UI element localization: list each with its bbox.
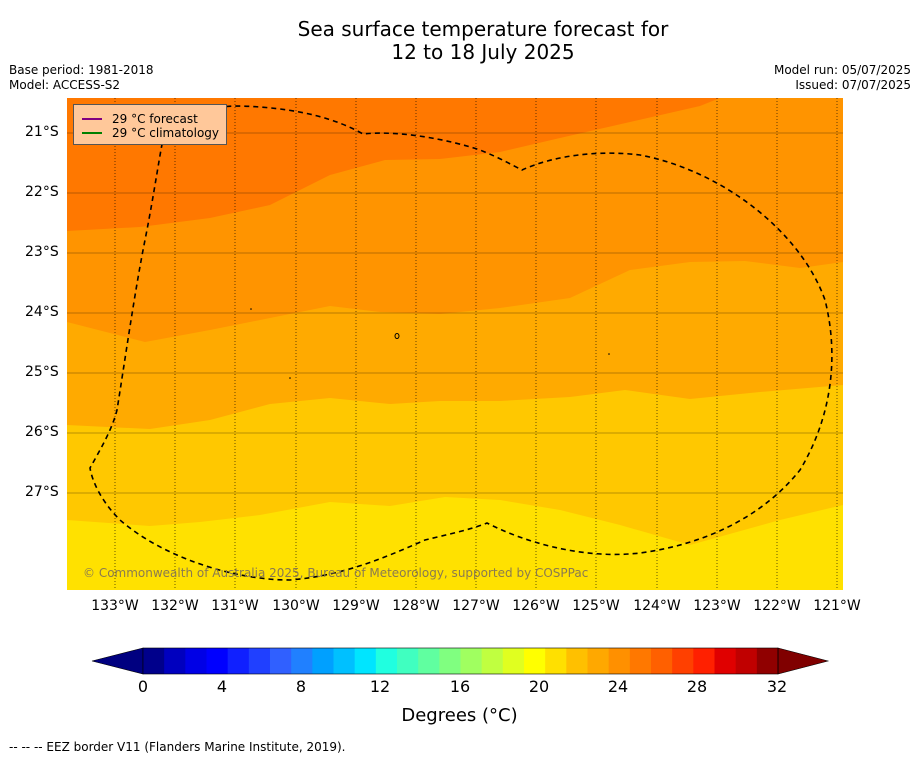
legend-forecast-label: 29 °C forecast: [112, 112, 198, 126]
colorbar-segment: [672, 648, 694, 674]
lat-label: 24°S: [25, 304, 59, 320]
lon-label: 127°W: [452, 598, 500, 614]
colorbar-segment: [545, 648, 567, 674]
colorbar-tick-label: 28: [686, 677, 708, 696]
lon-label: 126°W: [512, 598, 560, 614]
band-28c: [67, 98, 720, 231]
lon-label: 122°W: [753, 598, 801, 614]
lon-label: 121°W: [813, 598, 861, 614]
colorbar-segment: [375, 648, 398, 674]
colorbar-segment: [185, 648, 207, 674]
lon-label: 129°W: [332, 598, 380, 614]
colorbar-segment: [291, 648, 313, 674]
island-4: [608, 353, 610, 355]
issued-date: Issued: 07/07/2025: [795, 78, 911, 92]
colorbar: [91, 647, 830, 675]
colorbar-title: Degrees (°C): [401, 705, 518, 726]
lon-label: 123°W: [693, 598, 741, 614]
forecast-swatch: [82, 118, 102, 120]
contour-legend: 29 °C forecast 29 °C climatology: [73, 104, 227, 145]
colorbar-segment: [248, 648, 271, 674]
title-line-1: Sea surface temperature forecast for: [297, 17, 669, 41]
colorbar-tick-label: 20: [528, 677, 550, 696]
legend-climatology-label: 29 °C climatology: [112, 126, 220, 140]
lon-label: 125°W: [572, 598, 620, 614]
title-line-2: 12 to 18 July 2025: [391, 40, 575, 64]
islands: [250, 308, 610, 379]
colorbar-segment: [756, 648, 779, 674]
colorbar-segment: [566, 648, 588, 674]
colorbar-segment: [481, 648, 504, 674]
lon-label: 132°W: [151, 598, 199, 614]
colorbar-tick-label: 8: [295, 677, 307, 696]
colorbar-segment: [629, 648, 652, 674]
island-3: [289, 377, 291, 379]
colorbar-segment: [164, 648, 186, 674]
model-name: Model: ACCESS-S2: [9, 78, 121, 92]
colorbar-tick-label: 24: [607, 677, 629, 696]
colorbar-segment: [608, 648, 631, 674]
colorbar-segment: [460, 648, 483, 674]
lon-label: 128°W: [392, 598, 440, 614]
eez-border: [89, 105, 833, 581]
page-title: Sea surface temperature forecast for 12 …: [0, 18, 919, 64]
colorbar-segment: [439, 648, 461, 674]
meta-left: Base period: 1981-2018 Model: ACCESS-S2: [9, 63, 154, 93]
colorbar-segment: [587, 648, 610, 674]
island-1: [394, 333, 400, 339]
colorbar-segment: [333, 648, 356, 674]
island-2: [250, 308, 252, 310]
colorbar-under-arrow: [91, 647, 144, 675]
lat-label: 26°S: [25, 424, 59, 440]
colorbar-segment: [418, 648, 440, 674]
colorbar-segment: [714, 648, 737, 674]
model-run: Model run: 05/07/2025: [773, 63, 911, 77]
colorbar-tick-label: 4: [216, 677, 228, 696]
colorbar-segment: [651, 648, 673, 674]
legend-forecast: 29 °C forecast: [82, 111, 198, 127]
lon-label: 131°W: [211, 598, 259, 614]
colorbar-tick-label: 12: [369, 677, 391, 696]
climatology-swatch: [82, 132, 102, 134]
colorbar-segment: [397, 648, 419, 674]
lat-label: 25°S: [25, 364, 59, 380]
lon-label: 133°W: [91, 598, 139, 614]
colorbar-tick-label: 32: [766, 677, 788, 696]
lat-label: 23°S: [25, 244, 59, 260]
colorbar-tick-label: 16: [449, 677, 471, 696]
colorbar-over-arrow: [777, 647, 830, 675]
meta-right: Model run: 05/07/2025 Issued: 07/07/2025: [774, 63, 911, 93]
colorbar-segment: [312, 648, 334, 674]
colorbar-segment: [693, 648, 715, 674]
lat-label: 22°S: [25, 184, 59, 200]
colorbar-segment: [735, 648, 758, 674]
eez-footnote: -- -- -- EEZ border V11 (Flanders Marine…: [9, 740, 346, 754]
gridlines: [67, 98, 843, 590]
copyright-text: © Commonwealth of Australia 2025, Bureau…: [83, 566, 588, 580]
colorbar-segment: [143, 648, 165, 674]
lat-label: 21°S: [25, 124, 59, 140]
colorbar-segment: [227, 648, 250, 674]
lon-label: 124°W: [633, 598, 681, 614]
legend-climatology: 29 °C climatology: [82, 125, 219, 141]
colorbar-outline: [142, 647, 779, 675]
colorbar-segment: [502, 648, 525, 674]
lat-label: 27°S: [25, 484, 59, 500]
colorbar-segment: [206, 648, 229, 674]
colorbar-segment: [270, 648, 292, 674]
base-period: Base period: 1981-2018: [9, 63, 154, 77]
colorbar-segment: [524, 648, 546, 674]
colorbar-segment: [354, 648, 377, 674]
lon-label: 130°W: [272, 598, 320, 614]
temperature-fill: [67, 98, 843, 590]
colorbar-tick-label: 0: [137, 677, 149, 696]
